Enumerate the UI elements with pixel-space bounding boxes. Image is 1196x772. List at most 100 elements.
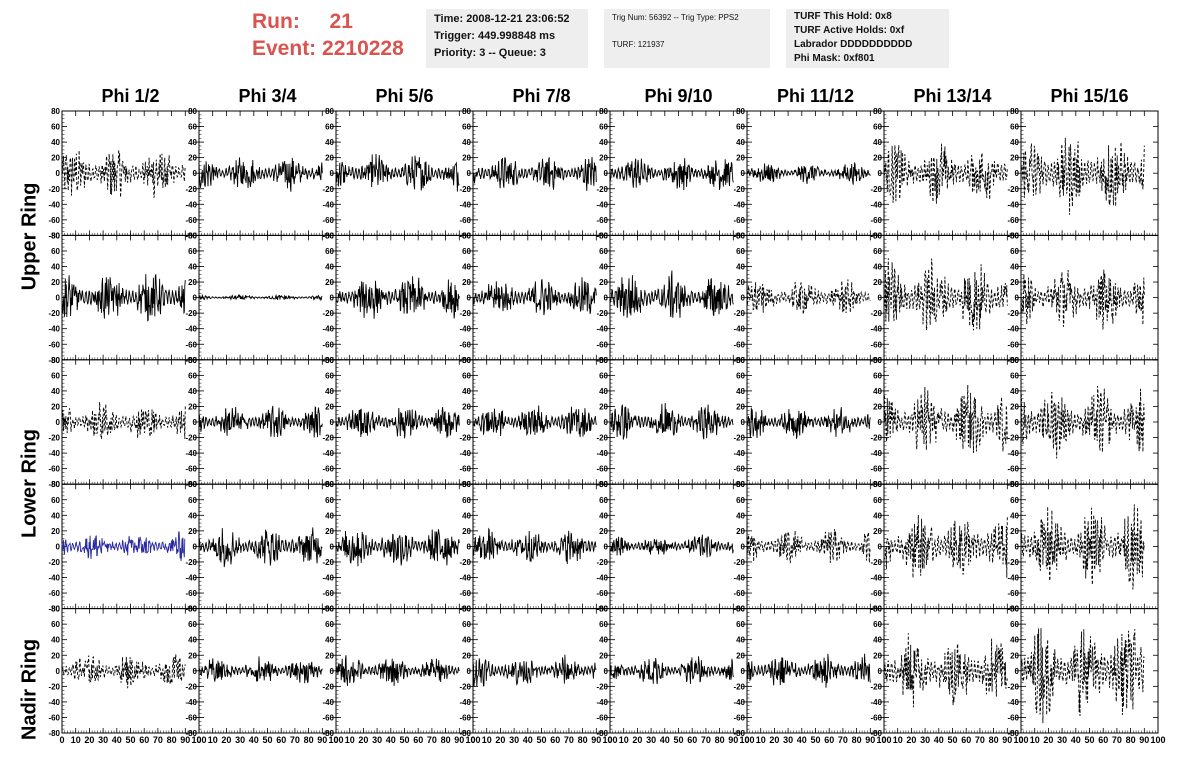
y-tick-label: 20 <box>873 278 882 287</box>
x-tick-label: 20 <box>495 735 505 745</box>
x-tick-label: 60 <box>550 735 560 745</box>
y-tick-label: -20 <box>596 309 608 318</box>
y-tick-label: 60 <box>599 371 608 380</box>
y-tick-label: 60 <box>599 620 608 629</box>
y-tick-label: 0 <box>467 418 472 427</box>
y-tick-label: -40 <box>596 574 608 583</box>
y-tick-label: 80 <box>873 480 882 489</box>
y-tick-label: 80 <box>325 605 334 614</box>
y-tick-label: 0 <box>330 169 335 178</box>
y-tick-label: 40 <box>188 387 197 396</box>
y-tick-label: 20 <box>1010 154 1019 163</box>
y-tick-label: 40 <box>51 636 60 645</box>
y-tick-label: 80 <box>51 107 60 116</box>
waveform-trace <box>609 158 734 191</box>
waveform-trace <box>1020 269 1145 330</box>
y-tick-label: -60 <box>596 340 608 349</box>
y-tick-label: -60 <box>733 340 745 349</box>
y-tick-label: 40 <box>1010 138 1019 147</box>
y-tick-label: 0 <box>467 667 472 676</box>
y-tick-label: 60 <box>1010 496 1019 505</box>
y-tick-label: 0 <box>604 542 609 551</box>
y-tick-label: 60 <box>325 123 334 132</box>
x-tick-label: 80 <box>167 735 177 745</box>
y-tick-label: 40 <box>462 387 471 396</box>
y-tick-label: 0 <box>741 169 746 178</box>
x-tick-label: 70 <box>153 735 163 745</box>
trigger-text: Trigger: 449.998848 ms <box>434 30 556 42</box>
y-tick-label: -20 <box>870 558 882 567</box>
y-tick-label: 80 <box>462 605 471 614</box>
y-tick-label: -40 <box>322 200 334 209</box>
y-tick-label: 0 <box>1015 169 1020 178</box>
y-tick-label: 80 <box>462 231 471 240</box>
y-tick-label: 60 <box>599 247 608 256</box>
y-tick-label: 40 <box>462 511 471 520</box>
x-tick-label: 20 <box>84 735 94 745</box>
x-tick-label: 100 <box>328 735 343 745</box>
y-tick-label: 80 <box>325 231 334 240</box>
y-tick-label: 40 <box>462 636 471 645</box>
x-tick-label: 60 <box>276 735 286 745</box>
y-tick-label: 0 <box>330 542 335 551</box>
waveform-trace <box>472 654 597 687</box>
y-tick-label: 60 <box>51 371 60 380</box>
y-tick-label: -40 <box>48 698 60 707</box>
y-tick-label: 60 <box>462 247 471 256</box>
y-tick-label: 60 <box>1010 247 1019 256</box>
waveform-trace <box>883 143 1008 204</box>
y-tick-label: 60 <box>325 371 334 380</box>
y-tick-label: 0 <box>330 418 335 427</box>
y-tick-label: -20 <box>1007 558 1019 567</box>
y-tick-label: -80 <box>48 480 60 489</box>
y-tick-label: -40 <box>185 325 197 334</box>
y-tick-label: 20 <box>1010 402 1019 411</box>
y-tick-label: 80 <box>325 356 334 365</box>
y-tick-label: 0 <box>56 667 61 676</box>
y-tick-label: -40 <box>733 200 745 209</box>
y-tick-label: -60 <box>322 216 334 225</box>
waveform-trace <box>61 274 186 322</box>
waveform-trace <box>198 527 323 568</box>
y-tick-label: 60 <box>325 247 334 256</box>
waveform-trace <box>61 149 186 198</box>
y-tick-label: 0 <box>604 667 609 676</box>
trig-num-text: Trig Num: 56392 -- Trig Type: PPS2 <box>612 13 739 22</box>
x-tick-label: 70 <box>564 735 574 745</box>
y-tick-label: -20 <box>459 309 471 318</box>
y-tick-label: 80 <box>1010 107 1019 116</box>
y-tick-label: 60 <box>188 123 197 132</box>
column-header-phi-7-8: Phi 7/8 <box>512 86 571 106</box>
x-tick-label: 90 <box>180 735 190 745</box>
y-tick-label: -80 <box>459 729 471 738</box>
y-tick-label: -60 <box>459 340 471 349</box>
y-tick-label: -20 <box>733 434 745 443</box>
y-tick-label: 0 <box>193 667 198 676</box>
waveform-trace <box>472 527 597 565</box>
y-tick-label: 40 <box>599 511 608 520</box>
labrador-text: Labrador DDDDDDDDDD <box>794 39 913 50</box>
y-tick-label: 80 <box>51 356 60 365</box>
y-tick-label: 0 <box>604 294 609 303</box>
y-tick-label: 80 <box>462 356 471 365</box>
y-tick-label: 80 <box>736 107 745 116</box>
x-tick-label: 10 <box>345 735 355 745</box>
run-label: Run: <box>252 10 300 33</box>
y-tick-label: 0 <box>467 294 472 303</box>
waveform-trace <box>746 279 871 315</box>
y-tick-label: -60 <box>1007 589 1019 598</box>
turf-info-box: TURF This Hold: 0x8 TURF Active Holds: 0… <box>786 9 949 68</box>
y-tick-label: 60 <box>462 371 471 380</box>
x-tick-label: 50 <box>125 735 135 745</box>
y-tick-label: 60 <box>51 620 60 629</box>
y-tick-label: 20 <box>599 651 608 660</box>
y-tick-label: -60 <box>185 216 197 225</box>
y-tick-label: 80 <box>736 356 745 365</box>
x-tick-label: 10 <box>71 735 81 745</box>
y-tick-label: 20 <box>736 154 745 163</box>
x-tick-label: 30 <box>235 735 245 745</box>
column-header-phi-1-2: Phi 1/2 <box>101 86 160 106</box>
y-tick-label: 80 <box>599 231 608 240</box>
priority-text: Priority: 3 -- Queue: 3 <box>434 47 546 59</box>
y-tick-label: 40 <box>736 263 745 272</box>
